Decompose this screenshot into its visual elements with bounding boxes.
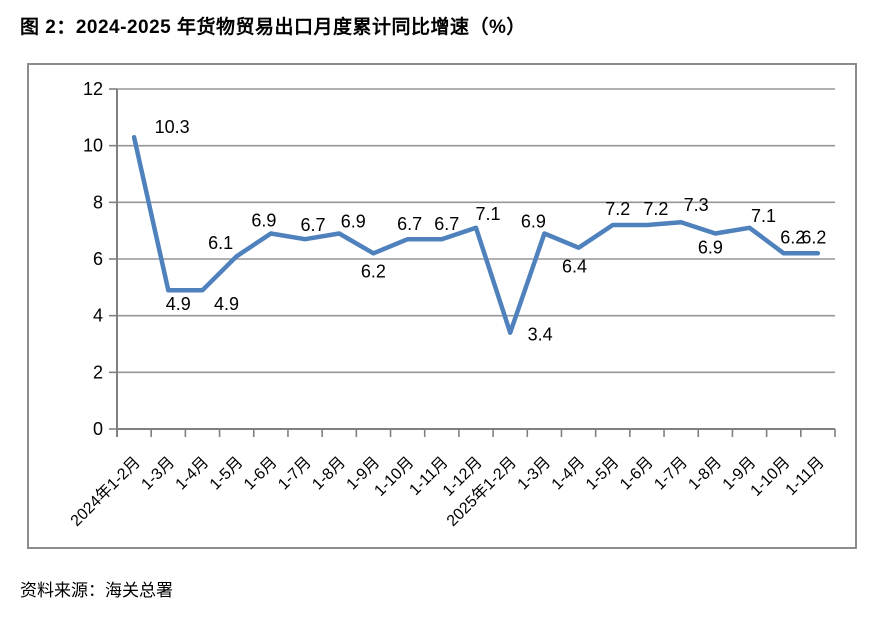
data-point-label: 7.3 [684,195,709,215]
x-axis-category-label: 1-8月 [685,454,725,494]
data-point-label: 3.4 [528,325,553,345]
x-axis-category-label: 1-10月 [371,454,417,500]
source-note: 资料来源：海关总署 [20,581,173,600]
y-axis-tick-label: 2 [93,362,103,382]
data-point-label: 6.7 [397,214,422,234]
data-point-label: 7.1 [475,204,500,224]
x-axis-category-label: 1-6月 [241,454,281,494]
line-chart: 0246810122024年1-2月1-3月1-4月1-5月1-6月1-7月1-… [67,79,836,530]
x-axis-category-label: 1-8月 [309,454,349,494]
x-axis-category-label: 1-11月 [783,454,828,499]
y-axis-tick-label: 4 [93,306,103,326]
data-point-label: 6.9 [521,212,546,232]
x-axis-category-label: 1-4月 [549,454,589,494]
y-axis-tick-label: 10 [83,136,103,156]
data-point-label: 4.9 [166,294,191,314]
x-axis-category-label: 1-6月 [617,454,657,494]
y-axis-tick-label: 0 [93,419,103,439]
data-point-label: 7.2 [643,199,668,219]
data-point-label: 6.7 [301,215,326,235]
data-point-label: 6.9 [698,238,723,258]
x-axis-category-label: 1-7月 [651,454,691,494]
x-axis-category-label: 2024年1-2月 [67,453,144,530]
y-axis-tick-label: 8 [93,192,103,212]
x-axis-category-label: 1-3月 [515,454,555,494]
data-point-label: 6.9 [341,212,366,232]
data-point-label: 6.7 [434,214,459,234]
y-axis-tick-label: 6 [93,249,103,269]
data-point-label: 6.2 [361,261,386,281]
x-axis-category-label: 1-3月 [138,454,178,494]
chart-container: 0 2 4 6 8 10 12 2024年1-2月 1-3月 1-4月 1-5月 1-6月 1-7月 1-… [27,63,857,549]
chart-title: 图 2：2024-2025 年货物贸易出口月度累计同比增速（%） [20,17,526,38]
data-point-label: 6.2 [801,227,826,247]
data-point-label: 6.9 [251,211,276,231]
series-polyline [131,134,821,335]
data-point-label: 6.1 [208,233,233,253]
x-axis-category-label: 1-5月 [583,454,623,494]
y-axis-tick-label: 12 [83,79,103,99]
data-point-label: 7.2 [605,199,630,219]
data-point-label: 10.3 [155,117,190,137]
x-axis-category-label: 1-4月 [173,454,213,494]
data-point-label: 7.1 [751,206,776,226]
x-axis-category-label: 1-5月 [207,454,247,494]
data-point-label: 6.2 [780,227,805,247]
x-axis-category-label: 1-7月 [275,454,315,494]
data-point-label: 4.9 [214,294,239,314]
data-point-label: 6.4 [562,257,587,277]
x-axis-category-label: 1-10月 [748,454,794,500]
